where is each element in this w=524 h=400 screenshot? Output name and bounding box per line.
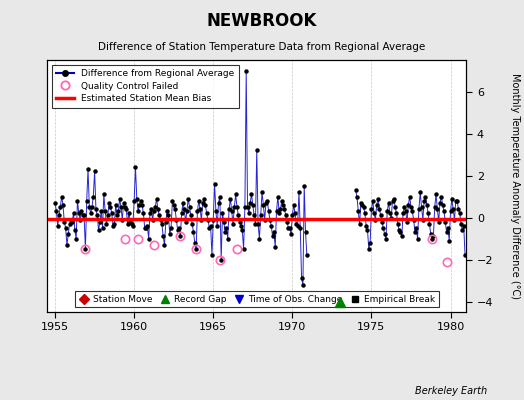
Text: NEWBROOK: NEWBROOK: [207, 12, 317, 30]
Y-axis label: Monthly Temperature Anomaly Difference (°C): Monthly Temperature Anomaly Difference (…: [510, 73, 520, 299]
Text: Difference of Station Temperature Data from Regional Average: Difference of Station Temperature Data f…: [99, 42, 425, 52]
Legend: Station Move, Record Gap, Time of Obs. Change, Empirical Break: Station Move, Record Gap, Time of Obs. C…: [75, 291, 439, 308]
Text: Berkeley Earth: Berkeley Earth: [415, 386, 487, 396]
